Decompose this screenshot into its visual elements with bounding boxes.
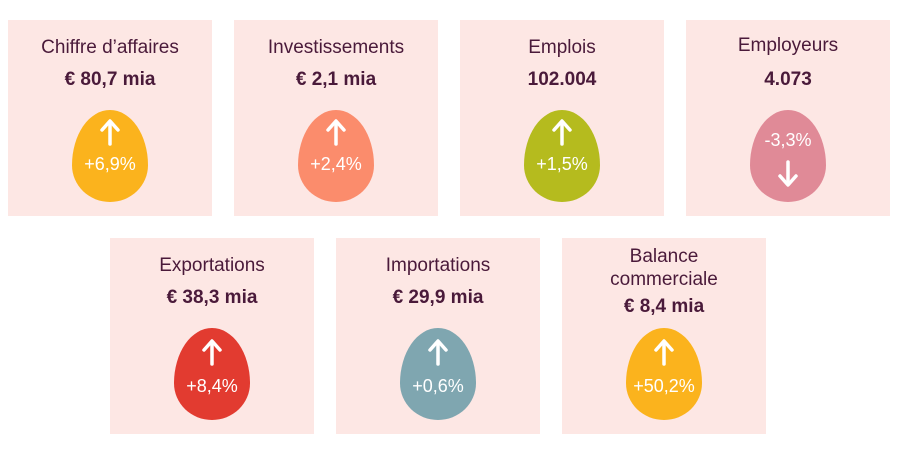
card-value: € 38,3 mia (166, 287, 258, 308)
card-value: 4.073 (764, 69, 812, 90)
card-title: Exportations (159, 255, 265, 276)
change-percent: +2,4% (310, 154, 362, 174)
card-value: € 80,7 mia (64, 69, 156, 90)
card-value: 102.004 (527, 69, 597, 90)
card-balance-commerciale: Balance commerciale € 8,4 mia +50,2% (562, 238, 766, 434)
card-employeurs: Employeurs 4.073 -3,3% (686, 20, 890, 216)
arrow-up-icon (654, 339, 674, 366)
egg-badge: +8,4% (174, 328, 250, 420)
egg-badge: +50,2% (626, 328, 702, 420)
change-percent: -3,3% (764, 130, 812, 150)
card-title-line2: commerciale (610, 269, 718, 290)
arrow-up-icon (428, 339, 448, 366)
card-title: Emplois (528, 37, 596, 58)
card-title: Investissements (267, 37, 405, 58)
change-percent: +0,6% (412, 376, 464, 396)
change-percent: +8,4% (186, 376, 238, 396)
card-investissements: Investissements € 2,1 mia +2,4% (234, 20, 438, 216)
egg-badge: +0,6% (400, 328, 476, 420)
change-percent: +1,5% (536, 154, 588, 174)
card-chiffre-affaires: Chiffre d’affaires € 80,7 mia +6,9% (8, 20, 212, 216)
change-percent: +6,9% (84, 154, 136, 174)
card-importations: Importations € 29,9 mia +0,6% (336, 238, 540, 434)
card-value: € 2,1 mia (295, 69, 377, 90)
arrow-down-icon (778, 160, 798, 187)
egg-badge: +1,5% (524, 110, 600, 202)
egg-badge: -3,3% (750, 110, 826, 202)
arrow-up-icon (326, 119, 346, 146)
card-title: Employeurs (737, 35, 839, 56)
card-title: Chiffre d’affaires (41, 37, 179, 58)
arrow-up-icon (552, 119, 572, 146)
arrow-up-icon (202, 339, 222, 366)
card-emplois: Emplois 102.004 +1,5% (460, 20, 664, 216)
egg-badge: +6,9% (72, 110, 148, 202)
card-title-line1: Balance (629, 246, 699, 267)
change-percent: +50,2% (633, 376, 695, 396)
arrow-up-icon (100, 119, 120, 146)
egg-badge: +2,4% (298, 110, 374, 202)
card-value: € 8,4 mia (623, 296, 705, 317)
card-value: € 29,9 mia (392, 287, 484, 308)
card-exportations: Exportations € 38,3 mia +8,4% (110, 238, 314, 434)
card-title: Importations (385, 255, 491, 276)
